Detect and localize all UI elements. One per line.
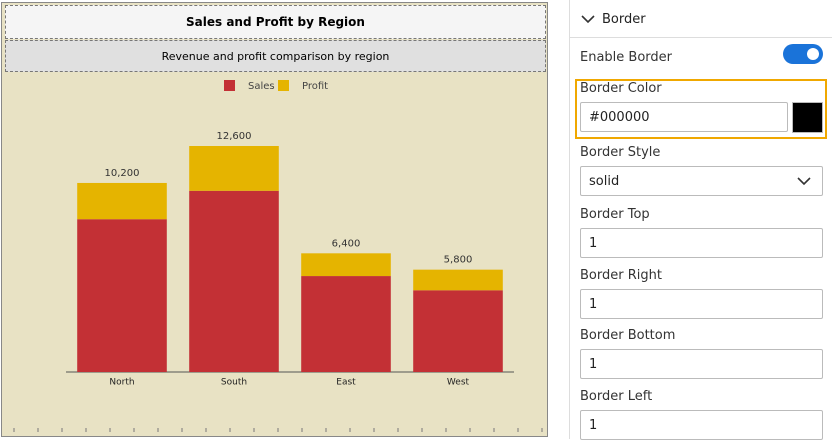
data-label: 10,200 xyxy=(105,168,140,179)
bar xyxy=(413,290,503,372)
chart-subtitle: Revenue and profit comparison by region xyxy=(5,40,546,72)
chart-title: Sales and Profit by Region xyxy=(5,5,546,39)
field-label: Border Color xyxy=(580,81,662,96)
field-label: Border Top xyxy=(580,207,650,222)
data-label: 5,800 xyxy=(444,255,473,266)
section-header[interactable]: Border xyxy=(570,0,832,38)
bar xyxy=(189,190,279,372)
toggle-label: Enable Border xyxy=(580,50,672,65)
text-input[interactable]: 1 xyxy=(580,289,823,319)
section-title: Border xyxy=(602,12,646,27)
bar xyxy=(189,146,279,191)
x-tick-label: North xyxy=(109,378,134,388)
chart: SalesProfit43,00010,200North51,00012,600… xyxy=(13,80,543,432)
select-value: solid xyxy=(589,173,620,189)
bar xyxy=(413,269,503,291)
x-tick-label: East xyxy=(336,378,356,388)
text-input[interactable]: 1 xyxy=(580,228,823,258)
dropdown-icon xyxy=(797,177,811,186)
highlight-box xyxy=(575,79,827,139)
legend-label: Profit xyxy=(302,81,328,92)
toggle-switch[interactable] xyxy=(783,44,823,64)
data-label: 12,600 xyxy=(217,131,252,142)
x-tick-label: West xyxy=(447,378,470,388)
color-swatch[interactable] xyxy=(792,102,823,133)
field-label: Border Left xyxy=(580,389,653,404)
select-input[interactable]: solid xyxy=(580,166,823,196)
bar xyxy=(301,276,391,372)
data-label: 6,400 xyxy=(332,238,361,249)
toggle-knob xyxy=(807,48,819,60)
x-tick-label: South xyxy=(221,378,247,388)
color-input[interactable]: #000000 xyxy=(580,102,788,132)
bar xyxy=(77,219,167,372)
text-input[interactable]: 1 xyxy=(580,410,823,440)
field-label: Border Bottom xyxy=(580,328,676,343)
text-input[interactable]: 1 xyxy=(580,349,823,379)
legend-swatch xyxy=(278,80,289,91)
bar xyxy=(301,253,391,277)
field-label: Border Right xyxy=(580,268,662,283)
settings-panel: Border Enable Border Border Color #00000… xyxy=(569,0,832,440)
legend-swatch xyxy=(224,80,235,91)
field-label: Border Style xyxy=(580,145,661,160)
bar xyxy=(77,182,167,220)
chevron-icon xyxy=(581,15,595,24)
legend-label: Sales xyxy=(248,81,275,92)
